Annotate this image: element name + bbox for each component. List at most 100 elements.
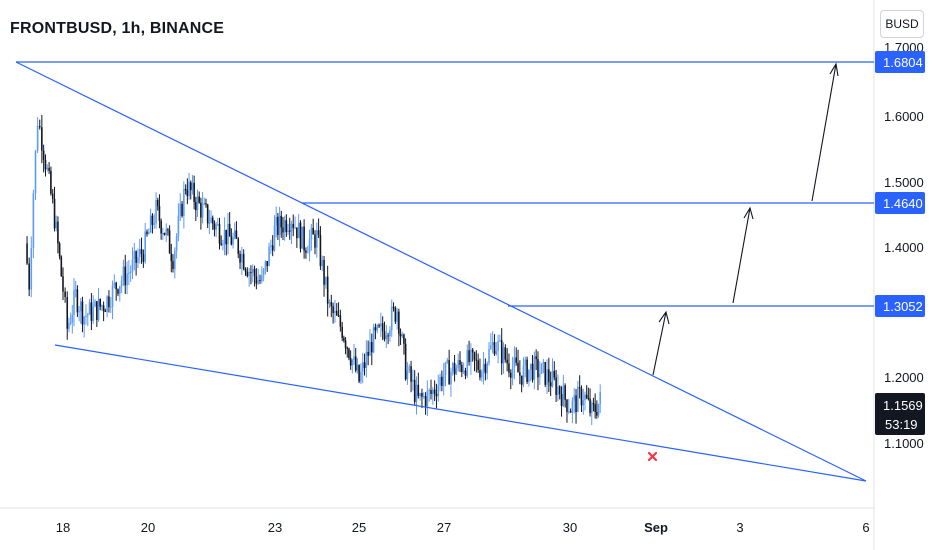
candle-up: [97, 299, 100, 320]
candle-down: [383, 331, 386, 340]
candle-up: [131, 259, 134, 272]
candle-up: [233, 230, 236, 238]
candle-down: [115, 282, 117, 290]
candle-up: [133, 251, 136, 260]
candle-down: [48, 167, 50, 171]
candle-down: [592, 403, 595, 405]
svg-text:1.1569: 1.1569: [883, 398, 923, 413]
candle-up: [542, 362, 545, 364]
time-axis[interactable]: 18 20 23 25 27 30 Sep 3 6: [56, 520, 870, 535]
candle-up: [251, 268, 254, 273]
candle-up: [385, 335, 388, 340]
candle-down: [170, 253, 173, 262]
candle-down: [535, 356, 537, 360]
candle-up: [582, 400, 585, 406]
candle-down: [585, 394, 588, 398]
candle-down: [102, 305, 105, 311]
candle-down: [493, 342, 496, 355]
candle-down: [566, 399, 568, 412]
candle-down: [211, 217, 214, 224]
candle-up: [188, 182, 190, 197]
candle-down: [473, 352, 476, 360]
candle-up: [597, 403, 600, 416]
candle-up: [208, 222, 211, 224]
candle-down: [596, 412, 598, 416]
candle-up: [446, 360, 449, 363]
candle-down: [398, 311, 400, 334]
candle-up: [571, 400, 574, 413]
candle-down: [44, 159, 47, 170]
candle-down: [38, 125, 41, 128]
candle-up: [321, 260, 324, 267]
candle-up: [88, 302, 91, 315]
candle-down: [346, 347, 349, 349]
candle-down: [42, 150, 45, 160]
candle-down: [124, 266, 127, 286]
candle-down: [181, 203, 183, 216]
candle-down: [189, 182, 192, 191]
candle-down: [461, 364, 463, 373]
candle-down: [575, 395, 577, 412]
candle-up: [294, 227, 296, 229]
candle-down: [60, 256, 63, 277]
candle-up: [217, 224, 219, 226]
candle-up: [562, 385, 565, 407]
price-axis[interactable]: 1.7000 1.6000 1.5000 1.4000 1.2000 1.100…: [875, 40, 925, 451]
candle-up: [406, 370, 409, 380]
currency-button[interactable]: BUSD: [880, 10, 924, 38]
candle-up: [470, 349, 472, 363]
candle-down: [367, 351, 369, 356]
candle-up: [499, 340, 501, 342]
candle-down: [285, 220, 288, 232]
candle-up: [55, 221, 58, 229]
candle-down: [277, 216, 279, 235]
candle-down: [108, 296, 110, 308]
candle-up: [155, 200, 157, 224]
candle-down: [58, 243, 61, 257]
candle-up: [482, 363, 485, 372]
projection-arrow-3: [811, 62, 839, 202]
candle-down: [292, 223, 295, 228]
candle-down: [519, 372, 521, 376]
candle-down: [235, 230, 238, 239]
candle-down: [526, 359, 528, 382]
chart-title: FRONTBUSD, 1h, BINANCE: [10, 20, 225, 37]
candle-up: [491, 342, 494, 346]
candle-up: [165, 229, 168, 235]
candle-up: [529, 363, 532, 370]
upper-trendline: [15, 61, 867, 482]
candle-down: [448, 360, 450, 385]
candle-down: [296, 227, 298, 239]
candle-up: [78, 311, 80, 313]
candle-down: [66, 297, 69, 329]
lower-trendline: [54, 344, 867, 482]
candle-down: [399, 333, 402, 337]
candle-up: [148, 232, 150, 235]
candle-down: [50, 170, 52, 194]
candle-down: [57, 221, 59, 244]
candle-up: [138, 249, 141, 258]
candle-up: [546, 369, 548, 385]
candle-up: [191, 182, 194, 191]
candle-down: [323, 260, 325, 285]
candle-up: [495, 350, 498, 355]
svg-text:1.3052: 1.3052: [883, 299, 923, 314]
candle-down: [392, 306, 395, 308]
candle-up: [264, 261, 267, 270]
candle-up: [179, 203, 182, 216]
candle-down: [213, 223, 216, 230]
price-tick-label: 1.5000: [884, 175, 924, 190]
candle-down: [343, 337, 345, 341]
candle-up: [353, 356, 355, 360]
candle-up: [426, 390, 429, 407]
candle-down: [387, 335, 389, 337]
candle-down: [26, 243, 28, 264]
candle-down: [464, 370, 467, 376]
candle-down: [548, 369, 550, 383]
candlestick-series: [26, 114, 602, 426]
candle-down: [410, 366, 412, 382]
candle-down: [314, 234, 316, 248]
svg-text:53:19: 53:19: [885, 417, 918, 432]
candle-up: [524, 359, 527, 366]
